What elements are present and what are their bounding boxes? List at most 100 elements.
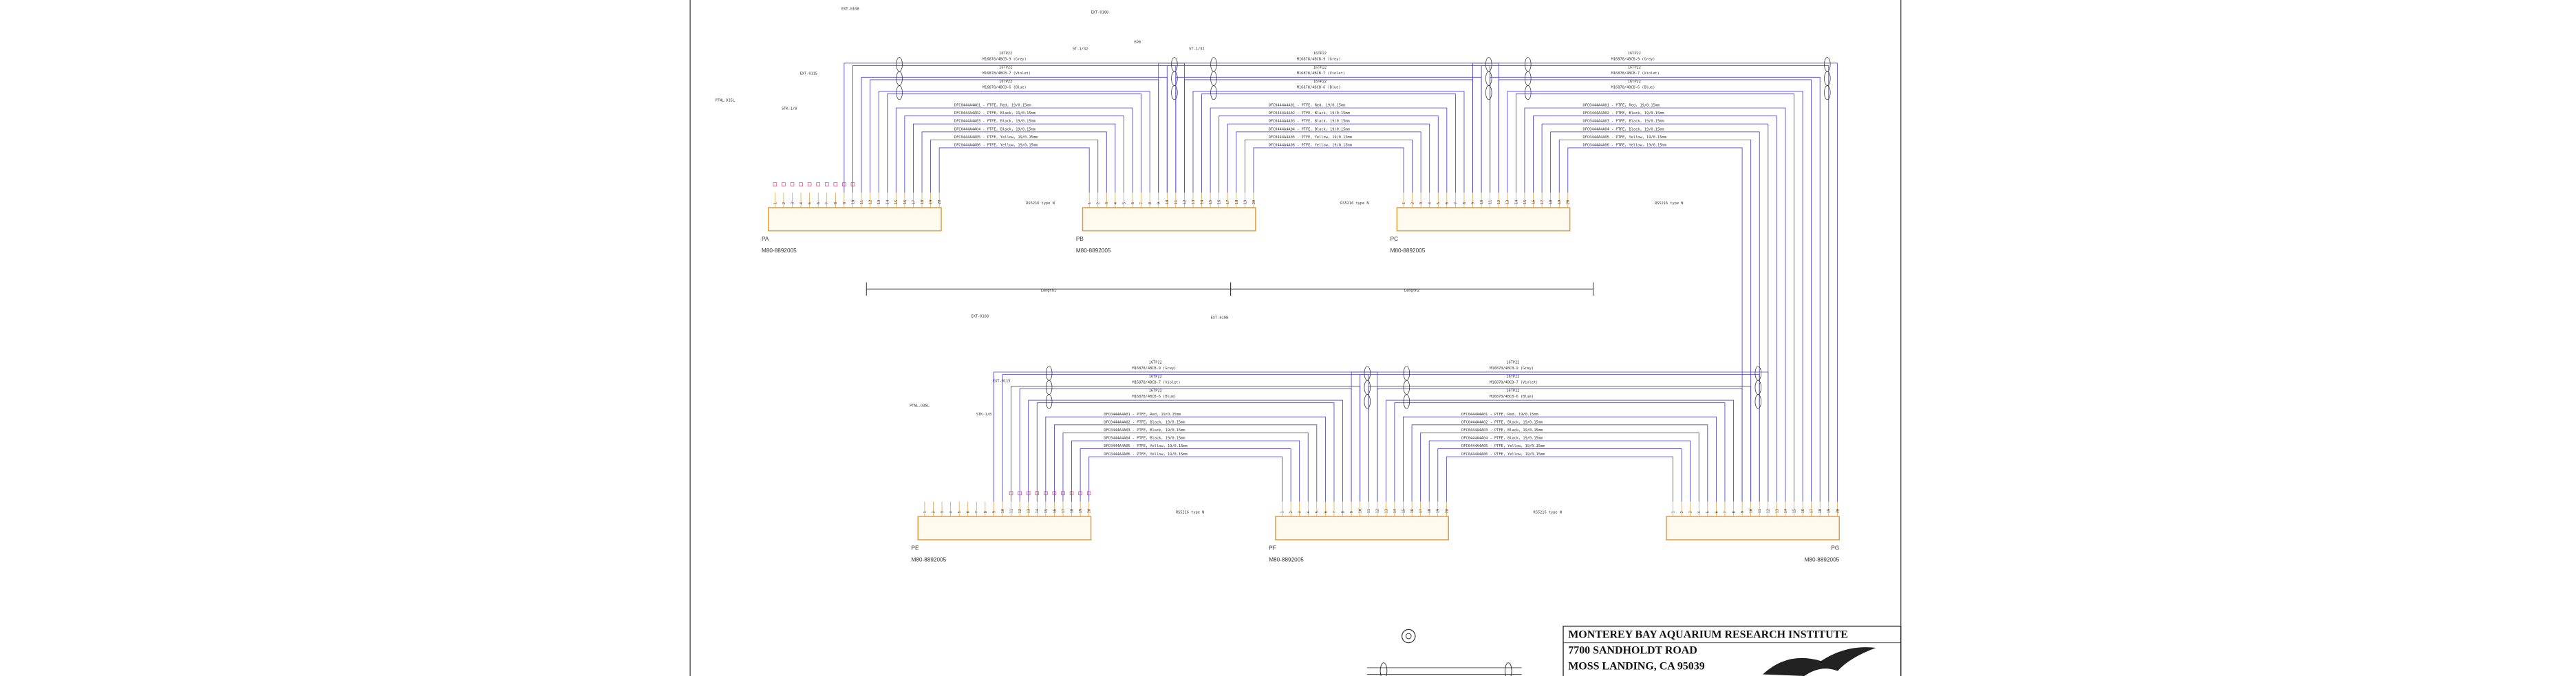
pin-number: 20 [1567,200,1571,204]
pin-number: 19 [1827,509,1832,513]
wire-label: DFC0444A4A06 - PTFE, Yellow, 19/0.15mm [1104,453,1187,457]
wire [1498,79,1812,502]
pin-number: 15 [1209,200,1213,204]
pin-number: 10 [1166,200,1170,204]
note: EXT-0115 [800,72,818,76]
wire [1253,147,1404,193]
pin-number: 2 [1410,202,1415,204]
symbol [1405,633,1412,640]
pin-number: 11 [860,200,864,204]
pin-number: 16 [1801,509,1805,513]
pin-marker [773,182,777,186]
pin-number: 1 [1088,202,1092,204]
pair-type: 16TP22 [1628,80,1641,84]
wire [1385,400,1734,502]
wire [1437,448,1682,502]
cable-type: RS5216 type N [1534,510,1562,514]
pin-number: 10 [1750,509,1754,513]
twisted-pair [896,85,903,100]
connector-label: PG [1831,545,1839,551]
wire [1201,94,1456,193]
pin-number: 19 [1243,200,1247,204]
pin-number: 19 [1437,509,1441,513]
wire [1192,91,1465,193]
pin-number: 17 [912,200,916,204]
wire [1394,402,1726,502]
wire-label: DFC0444A4A01 - PTFE, Red, 19/0.15mm [1269,104,1346,108]
pair-name: M16878/4BCB-7 (Violet) [1133,380,1181,384]
pin-number: 14 [1514,200,1518,204]
note: EXT-0108 [1211,316,1229,320]
pair-type: 16TP22 [999,52,1012,56]
cable-type: RS5216 type N [1026,201,1054,206]
pin-number: 3 [1689,511,1693,513]
wire-label: DFC0444A4A05 - PTFE, Yellow, 19/0.15mm [954,135,1038,140]
note: EXT-0115 [993,380,1011,384]
cable-type: RS5216 type N [1176,510,1204,514]
wire [878,91,1150,193]
pin-number: 14 [886,200,890,204]
pin-number: 6 [1324,511,1328,513]
wire-label: DFC0444A4A03 - PTFE, Black, 19/0.15mm [954,120,1035,124]
pin-number: 5 [958,511,962,513]
pin-number: 2 [1097,202,1101,204]
note: STK-1/8 [782,107,797,111]
logo [1763,647,1876,676]
wire-label: DFC0444A4A01 - PTFE, Red, 19/0.15mm [954,104,1031,108]
connector-label: PB [1076,236,1084,242]
wire-label: DFC0444A4A04 - PTFE, Black, 19/0.15mm [1583,127,1664,131]
twisted-pair [1364,394,1371,409]
wire-label: DFC0444A4A05 - PTFE, Yellow, 19/0.15mm [1104,444,1187,448]
pin-number: 10 [1359,509,1363,513]
pair-name: M16878/4BCB-9 (Grey) [1297,58,1341,62]
pin-number: 5 [1316,511,1320,513]
wire [1053,424,1318,502]
pin-number: 7 [1140,202,1144,204]
connector [767,207,942,232]
pin-marker [824,182,829,186]
pin-number: 5 [1706,511,1710,513]
note: STK-1/8 [976,413,991,417]
pin-number: 12 [1767,509,1771,513]
detail-drawing [1366,662,1522,676]
pin-number: 1 [923,511,927,513]
pin-number: 16 [1410,509,1415,513]
title-line: 7700 SANDHOLDT ROAD [1568,644,1697,656]
pin-number: 10 [1480,200,1484,204]
wire [1210,107,1448,193]
pin-number: 20 [1252,200,1256,204]
cable-type: RS5216 type N [1655,201,1683,206]
note: PTNL.D35L [910,404,930,408]
connector [1666,516,1840,541]
pair-name: M16878/4BCB-6 (Blue) [1611,86,1655,90]
wire-label: DFC0444A4A02 - PTFE, Black, 19/0.15mm [1104,420,1185,424]
wire [921,131,1107,193]
wire [1045,416,1326,502]
pin-number: 8 [1732,511,1736,513]
wire [1377,388,1743,502]
wire [1446,456,1673,502]
pair-type: 16TP22 [1313,80,1327,84]
pin-number: 14 [1784,509,1788,513]
wire-label: DFC0444A4A05 - PTFE, Yellow, 19/0.15mm [1583,135,1666,140]
wire [1360,374,1760,502]
pin-number: 6 [967,511,971,513]
pin-number: 13 [1384,509,1388,513]
wire-label: DFC0444A4A02 - PTFE, Black, 19/0.15mm [954,111,1035,116]
dimension-label: Length1 [1041,289,1056,293]
pin-number: 15 [1402,509,1406,513]
pin-number: 3 [1298,511,1302,513]
connector-part: M80-8892005 [762,248,797,254]
pin-number: 15 [1044,509,1049,513]
wire [1227,123,1430,193]
wire [1088,456,1282,502]
pair-name: M16878/4BCB-6 (Blue) [1490,395,1534,399]
pin-number: 8 [1341,511,1345,513]
pin-number: 17 [1226,200,1230,204]
wire [1351,371,1769,502]
wire-label: DFC0444A4A02 - PTFE, Black, 19/0.15mm [1583,111,1664,116]
pin-number: 4 [1114,202,1118,204]
wire [1428,440,1691,502]
pin-number: 20 [1445,509,1449,513]
